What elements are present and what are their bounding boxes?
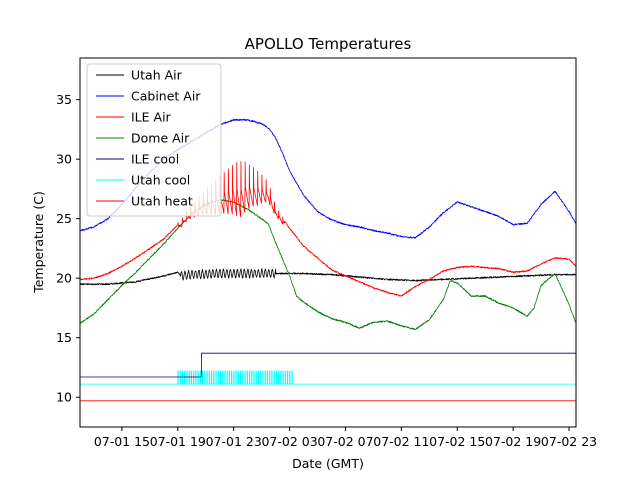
x-tick-label: 07-02 11 <box>373 434 429 449</box>
x-tick-label: 07-02 15 <box>429 434 485 449</box>
legend-label: Utah cool <box>131 173 190 188</box>
x-tick-label: 07-02 19 <box>485 434 541 449</box>
legend-label: Utah Air <box>131 68 183 83</box>
y-tick-label: 10 <box>56 390 72 405</box>
legend-items: Utah Air Cabinet Air ILE Air Dome Air ILE co… <box>96 68 201 209</box>
legend-box <box>86 63 222 217</box>
legend-label: Dome Air <box>131 131 190 146</box>
x-tick-label: 07-01 19 <box>150 434 206 449</box>
y-axis-ticks: 10 15 20 25 30 35 <box>56 92 80 405</box>
chart-title: APOLLO Temperatures <box>245 35 412 53</box>
x-tick-label: 07-02 23 <box>541 434 597 449</box>
series-line-ile-cool <box>80 352 576 378</box>
y-tick-label: 20 <box>56 271 72 286</box>
x-axis-label: Date (GMT) <box>292 456 364 471</box>
legend-label: Utah heat <box>131 194 193 209</box>
legend: Utah Air Cabinet Air ILE Air Dome Air ILE co… <box>86 63 222 217</box>
y-tick-label: 25 <box>56 211 72 226</box>
legend-label: Cabinet Air <box>131 89 201 104</box>
series-line-utah-air <box>80 268 576 286</box>
x-tick-label: 07-02 07 <box>317 434 373 449</box>
plot-frame <box>79 57 577 428</box>
series-line-utah-cool <box>80 370 576 385</box>
x-tick-label: 07-01 23 <box>206 434 262 449</box>
legend-label: ILE cool <box>131 152 179 167</box>
plot-lines <box>80 118 576 402</box>
x-tick-label: 07-02 03 <box>261 434 317 449</box>
x-axis-ticks: 07-01 15 07-01 19 07-01 23 07-02 03 07-02 07… <box>94 427 597 449</box>
y-axis-label: Temperature (C) <box>31 191 46 294</box>
series-line-ile-air <box>80 161 576 297</box>
series-line-dome-air <box>80 199 576 331</box>
y-tick-label: 30 <box>56 152 72 167</box>
y-tick-label: 35 <box>56 92 72 107</box>
x-tick-label: 07-01 15 <box>94 434 150 449</box>
legend-label: ILE Air <box>131 110 172 125</box>
y-tick-label: 15 <box>56 330 72 345</box>
